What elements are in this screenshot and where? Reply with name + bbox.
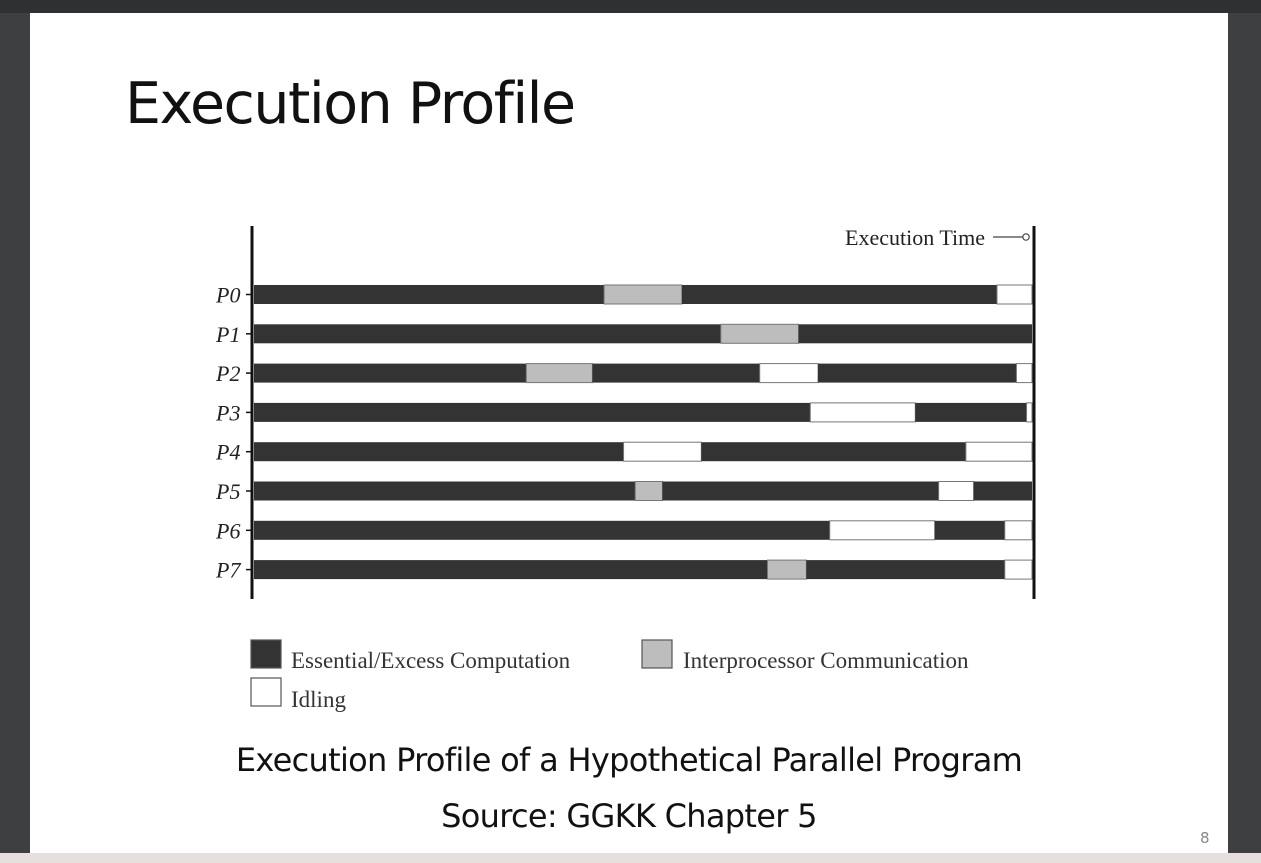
process-row-p2: P2	[215, 361, 1033, 386]
segment-comp	[254, 560, 768, 580]
segment-comp	[915, 402, 1027, 422]
execution-time-label: Execution Time	[845, 225, 985, 250]
process-bars: P0 P1 P2 P3 P4 P5 P6 P7	[215, 283, 1033, 583]
process-label: P7	[215, 558, 241, 583]
viewer-bottom-strip	[0, 853, 1261, 863]
segment-comp	[254, 402, 811, 422]
segment-idle	[623, 441, 702, 462]
process-label: P6	[215, 518, 240, 543]
segment-comm	[720, 323, 800, 344]
segment-comm	[603, 284, 683, 305]
segment-idle	[829, 520, 936, 541]
page-number: 8	[1200, 829, 1210, 847]
segment-comm	[766, 559, 807, 580]
segment-comp	[798, 324, 1032, 344]
process-row-p6: P6	[215, 518, 1033, 543]
legend-item-comp: Essential/Excess Computation	[250, 639, 571, 673]
segment-idle	[1004, 520, 1033, 541]
segment-comp	[818, 363, 1017, 383]
process-row-p0: P0	[215, 283, 1033, 308]
segment-idle	[965, 441, 1033, 462]
process-label: P3	[215, 400, 240, 425]
legend-label-comp: Essential/Excess Computation	[291, 648, 571, 673]
segment-comp	[254, 442, 624, 462]
segment-idle	[938, 481, 975, 501]
segment-comp	[701, 442, 966, 462]
process-row-p4: P4	[215, 440, 1033, 465]
legend: Essential/Excess Computation Interprocess…	[250, 639, 969, 712]
segment-comp	[806, 560, 1005, 580]
process-label: P0	[215, 283, 240, 308]
process-row-p7: P7	[215, 558, 1033, 583]
segment-comp	[662, 481, 939, 501]
segment-idle	[759, 363, 819, 384]
figure-caption: Execution Profile of a Hypothetical Para…	[235, 741, 1023, 779]
process-label: P4	[215, 440, 240, 465]
execution-time-marker-circle	[1022, 233, 1030, 241]
segment-idle	[1026, 402, 1033, 423]
segment-comp	[254, 520, 830, 540]
process-label: P5	[215, 479, 240, 504]
slide: Execution Profile Execution Time P0 P1 P2 P…	[30, 13, 1228, 853]
process-label: P1	[215, 322, 240, 347]
slide-title: Execution Profile	[125, 71, 576, 137]
segment-comm	[634, 481, 663, 501]
segment-comp	[934, 520, 1005, 540]
segment-comm	[525, 363, 593, 384]
segment-idle	[996, 284, 1033, 305]
segment-comp	[973, 481, 1032, 501]
segment-comp	[254, 324, 721, 344]
segment-comp	[681, 285, 997, 304]
process-row-p1: P1	[215, 322, 1032, 347]
segment-idle	[1004, 559, 1033, 580]
segment-idle	[809, 402, 916, 423]
segment-comp	[592, 363, 760, 383]
viewer-top-bar	[0, 0, 1261, 13]
legend-swatch-comp	[250, 639, 282, 669]
process-label: P2	[215, 361, 240, 386]
figure-source: Source: GGKK Chapter 5	[441, 797, 817, 835]
segment-comp	[254, 285, 605, 304]
segment-comp	[254, 363, 527, 383]
legend-item-idle: Idling	[250, 677, 346, 712]
process-row-p5: P5	[215, 479, 1032, 504]
legend-label-comm: Interprocessor Communication	[683, 648, 969, 673]
segment-comp	[254, 481, 636, 501]
legend-swatch-idle	[250, 677, 282, 707]
legend-swatch-comm	[641, 639, 673, 669]
execution-profile-chart: Execution Time P0 P1 P2 P3 P4 P5 P6 P7 Essentia…	[215, 225, 1036, 712]
legend-label-idle: Idling	[291, 687, 346, 712]
segment-idle	[1015, 363, 1033, 384]
process-row-p3: P3	[215, 400, 1033, 425]
legend-item-comm: Interprocessor Communication	[641, 639, 969, 673]
